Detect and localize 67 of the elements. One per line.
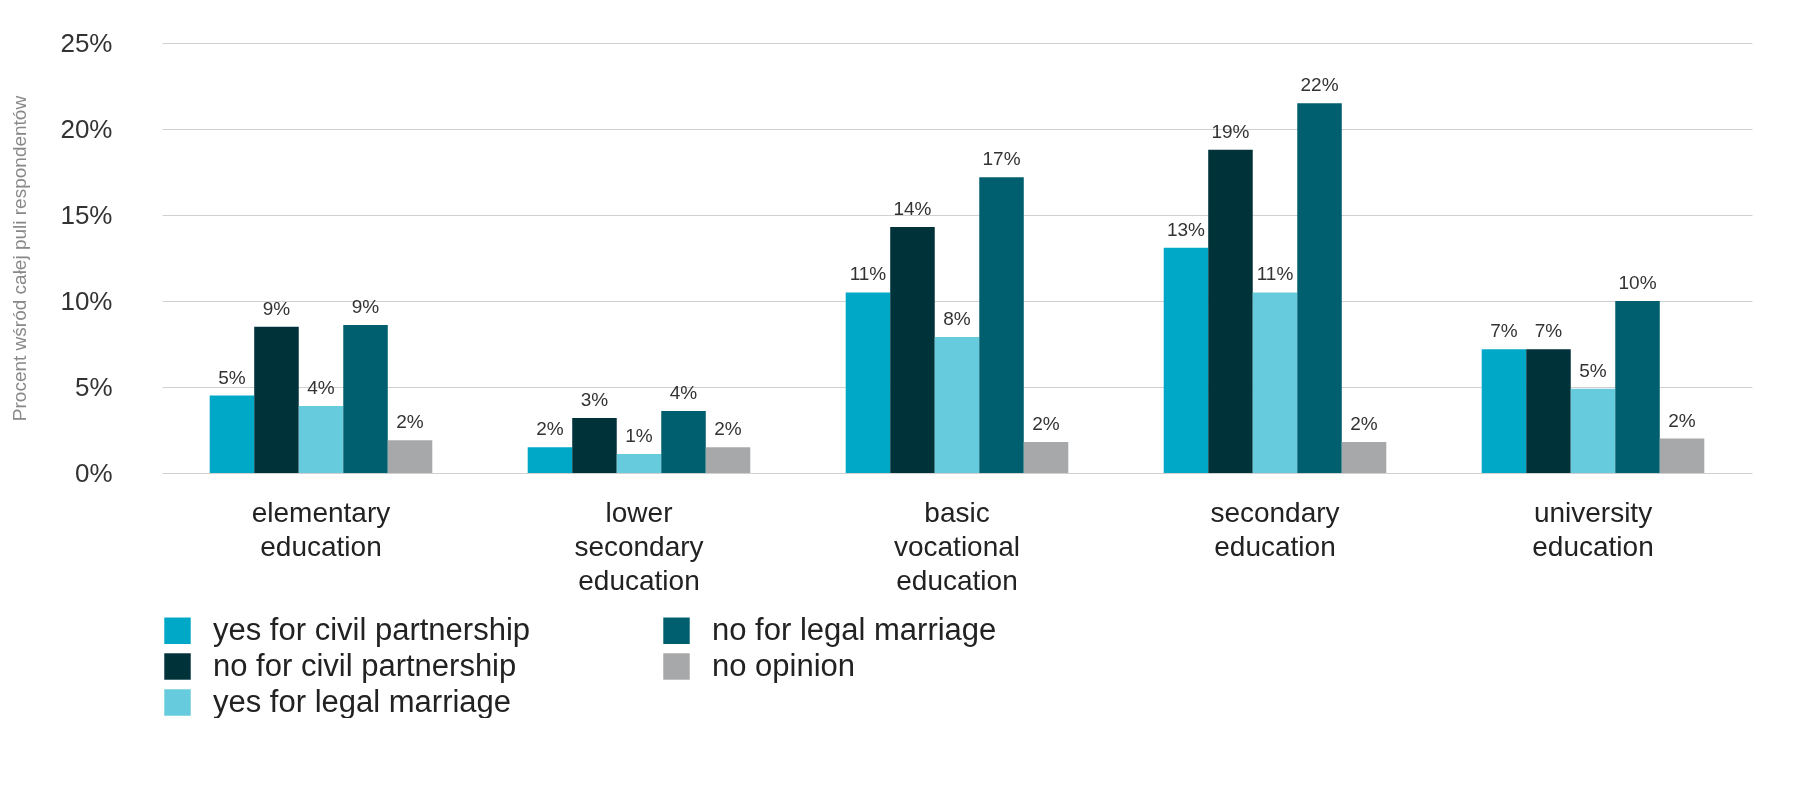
bar (616, 454, 662, 473)
bar (1023, 442, 1069, 473)
bar (572, 417, 617, 473)
data-label: 2% (536, 418, 564, 440)
y-tick-label: 5% (74, 371, 113, 402)
legend-label: no opinion (712, 647, 856, 683)
data-label: 2% (1032, 413, 1060, 435)
data-label: 11% (849, 263, 887, 285)
bar (254, 326, 299, 473)
bar (1252, 292, 1298, 473)
bar (1659, 438, 1705, 473)
legend-label: no for legal marriage (712, 611, 997, 647)
data-label: 2% (714, 418, 742, 440)
bar (1481, 349, 1527, 473)
bar (661, 411, 706, 473)
bar (1208, 149, 1253, 473)
data-label: 19% (1211, 120, 1250, 142)
data-label: 9% (351, 296, 380, 318)
data-label: 8% (943, 308, 971, 330)
y-axis-title: Procent wśród całej puli respondentów (9, 95, 31, 422)
data-label: 13% (1166, 218, 1206, 240)
x-tick-label: secondary education (1210, 496, 1340, 562)
data-label: 22% (1300, 74, 1339, 96)
legend-label: yes for civil partnership (213, 611, 531, 647)
data-label: 2% (396, 411, 424, 433)
bar (387, 440, 433, 473)
bar (1570, 388, 1616, 473)
x-tick-label: elementary education (251, 496, 391, 562)
legend-label: yes for legal marriage (213, 683, 512, 719)
data-label: 1% (625, 425, 653, 447)
bar (527, 447, 573, 473)
x-tick-label: basic vocational education (893, 496, 1021, 596)
bar (979, 177, 1024, 473)
bar (934, 337, 980, 473)
bar (705, 447, 751, 473)
bar (209, 395, 255, 473)
data-label: 17% (982, 148, 1021, 170)
legend-label: no for civil partnership (213, 647, 517, 683)
bar (1297, 103, 1342, 473)
x-tick-label: university education (1532, 496, 1654, 562)
data-label: 2% (1668, 409, 1696, 431)
data-label: 14% (893, 198, 932, 220)
data-label: 3% (580, 388, 609, 410)
data-label: 5% (1579, 359, 1607, 381)
data-label: 5% (218, 366, 246, 388)
data-label: 2% (1350, 413, 1378, 435)
x-tick-label: lower secondary education (574, 496, 704, 596)
bar (1526, 349, 1571, 473)
bar (845, 292, 891, 473)
data-label: 11% (1256, 263, 1294, 285)
bar (890, 227, 935, 473)
bar (1341, 442, 1387, 473)
data-label: 9% (262, 297, 291, 319)
bar (343, 325, 388, 473)
y-tick-label: 0% (74, 457, 113, 488)
data-label: 7% (1534, 320, 1563, 342)
data-label: 7% (1490, 320, 1518, 342)
data-label: 10% (1618, 272, 1657, 293)
y-tick-label: 25% (60, 27, 113, 58)
y-tick-label: 10% (60, 285, 113, 316)
bar (298, 405, 344, 473)
y-tick-label: 20% (60, 113, 113, 144)
data-label: 4% (307, 376, 335, 398)
bar (1615, 301, 1660, 473)
y-tick-label: 15% (60, 199, 113, 230)
bar (1163, 247, 1209, 473)
data-label: 4% (669, 382, 698, 404)
